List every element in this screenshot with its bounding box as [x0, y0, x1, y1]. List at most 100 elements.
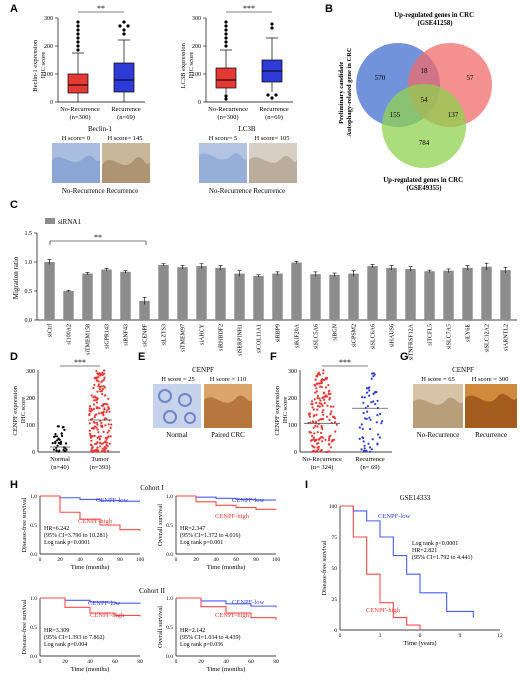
- panel-b-venn: Up-regulated genes in CRC (GSE41258) Pre…: [338, 12, 492, 192]
- panel-letter-e: E: [138, 351, 145, 363]
- data-point: [95, 426, 98, 429]
- stat-text: (95% CI=3.790 to 10.281): [44, 532, 108, 539]
- panel-a-ihc-images: Beclin-1 H score= 0 H score= 145 No-Recu…: [52, 125, 297, 195]
- data-point: [93, 425, 96, 428]
- bar: [424, 271, 435, 320]
- data-point: [317, 371, 320, 374]
- data-point: [92, 426, 95, 429]
- data-point: [335, 423, 338, 426]
- data-point: [368, 389, 371, 392]
- data-point: [101, 387, 105, 391]
- y-tick-label: 75: [332, 535, 338, 541]
- data-point: [308, 415, 311, 418]
- x-axis-label: Time (months): [71, 564, 110, 571]
- tick-label: 100: [44, 72, 53, 78]
- data-point: [96, 390, 99, 393]
- data-point: [109, 426, 112, 429]
- data-point: [328, 396, 331, 399]
- data-point: [95, 369, 98, 372]
- data-point: [319, 399, 322, 402]
- data-point: [318, 373, 322, 376]
- data-point: [368, 386, 371, 389]
- panel-a-beclin-boxplot: Beclin-1 expression IHC score 0 100 200 …: [32, 4, 145, 121]
- data-point: [378, 436, 381, 439]
- data-point: [106, 409, 109, 412]
- data-point: [325, 395, 328, 398]
- data-point: [375, 421, 378, 424]
- data-point: [105, 438, 108, 441]
- x-tick-label: siTMEM158: [86, 324, 92, 355]
- data-point: [96, 428, 99, 431]
- data-point: [57, 425, 60, 428]
- tick-label: 200: [288, 396, 297, 402]
- data-point: [63, 428, 66, 431]
- data-point: [64, 450, 67, 453]
- x-tick-label: 0: [339, 633, 342, 639]
- x-axis-label: Time (years): [403, 640, 436, 647]
- x-tick-label: 80: [273, 659, 279, 665]
- box-no-recurrence: [67, 73, 89, 94]
- data-point: [334, 430, 337, 433]
- data-point: [57, 441, 61, 445]
- data-point: [316, 394, 319, 397]
- data-point: [311, 434, 314, 438]
- y-axis-label: LC3B expression IHC score: [180, 42, 195, 89]
- panel-letter-f: F: [270, 351, 277, 363]
- data-point: [96, 397, 99, 400]
- data-point: [106, 436, 109, 439]
- panel-letter-c: C: [10, 199, 18, 211]
- sig-stars: ***: [74, 358, 86, 367]
- data-point: [313, 440, 316, 443]
- y-ticks: 0 100 200 300: [192, 16, 206, 106]
- y-tick-label: 0.5: [25, 289, 33, 295]
- data-point: [93, 421, 96, 424]
- cat-label: (n=69): [265, 114, 283, 121]
- x-tick-label: siSLC5A6: [314, 324, 320, 349]
- cat-label: (n= 69): [360, 464, 379, 471]
- x-tick-label: 20: [198, 659, 204, 665]
- y-tick-label: 0.0: [25, 318, 33, 324]
- data-point: [376, 399, 379, 402]
- data-point: [105, 443, 108, 447]
- data-point: [88, 432, 92, 435]
- bar: [253, 275, 264, 320]
- data-point: [316, 408, 319, 411]
- x-tick-label: siRHBDF2: [219, 324, 225, 351]
- y-tick-label: 0.5: [166, 625, 173, 631]
- stat-text: HR=2.347: [180, 526, 205, 532]
- y-tick-label: 0.0: [166, 654, 173, 660]
- data-point: [60, 434, 64, 438]
- legend-swatch: [45, 218, 55, 224]
- x-tick-label: 80: [117, 557, 123, 563]
- data-point: [319, 385, 322, 388]
- data-point: [328, 435, 331, 438]
- x-tick-label: 0: [39, 659, 42, 665]
- series-label-high: CENPF-high: [78, 518, 113, 525]
- cat-label: (n= 324): [311, 464, 334, 471]
- data-point: [360, 423, 363, 426]
- x-tick-label: 20: [57, 557, 63, 563]
- data-point: [313, 398, 316, 401]
- data-point: [370, 401, 373, 404]
- category-labels: No-Recurrence (n=300) Recurrence (n=69): [60, 106, 141, 121]
- image-title-beclin: Beclin-1: [88, 125, 113, 133]
- venn-number: 155: [390, 111, 401, 119]
- data-point: [101, 374, 104, 377]
- series-label-high: CENPF-high: [90, 612, 125, 619]
- panel-c-bar-chart: siRNA1 Migration ratio 0.0 0.5 1.0 1.5 siCt…: [12, 218, 517, 360]
- data-point: [100, 381, 103, 384]
- data-point: [100, 390, 103, 393]
- data-point: [90, 450, 93, 453]
- h-score-label: H score = 25: [161, 376, 194, 383]
- data-point: [322, 369, 325, 372]
- cat-label: Recurrence: [355, 456, 385, 463]
- bar: [329, 274, 340, 320]
- h-score-label: H score = 110: [210, 376, 246, 383]
- sig-stars: ***: [339, 358, 351, 367]
- data-point: [51, 442, 54, 445]
- km-plot: 0.0 0.5 1.0 0 20 40 60 80 Time (months) Disease-f…: [21, 596, 143, 673]
- data-point: [93, 442, 96, 445]
- survival-curve: [40, 597, 141, 617]
- y-tick-label: 1.0: [30, 494, 37, 500]
- x-tick-label: 60: [233, 557, 239, 563]
